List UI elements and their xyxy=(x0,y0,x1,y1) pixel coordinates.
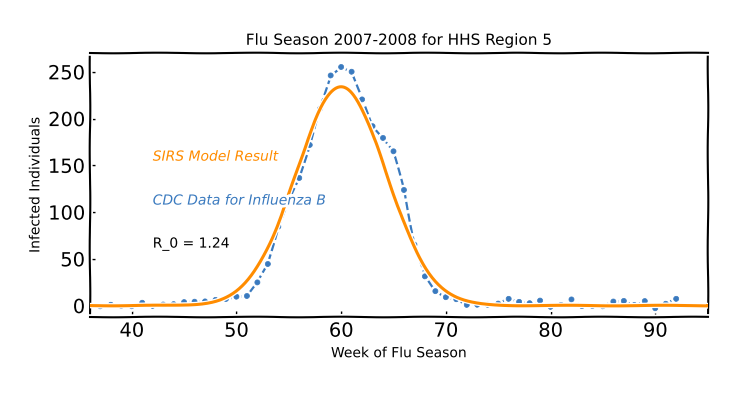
Title: Flu Season 2007-2008 for HHS Region 5: Flu Season 2007-2008 for HHS Region 5 xyxy=(246,33,552,48)
X-axis label: Week of Flu Season: Week of Flu Season xyxy=(331,346,467,360)
Text: SIRS Model Result: SIRS Model Result xyxy=(153,150,278,163)
Text: CDC Data for Influenza B: CDC Data for Influenza B xyxy=(153,194,325,208)
Y-axis label: Infected Individuals: Infected Individuals xyxy=(29,117,43,253)
Text: R_0 = 1.24: R_0 = 1.24 xyxy=(153,237,229,251)
